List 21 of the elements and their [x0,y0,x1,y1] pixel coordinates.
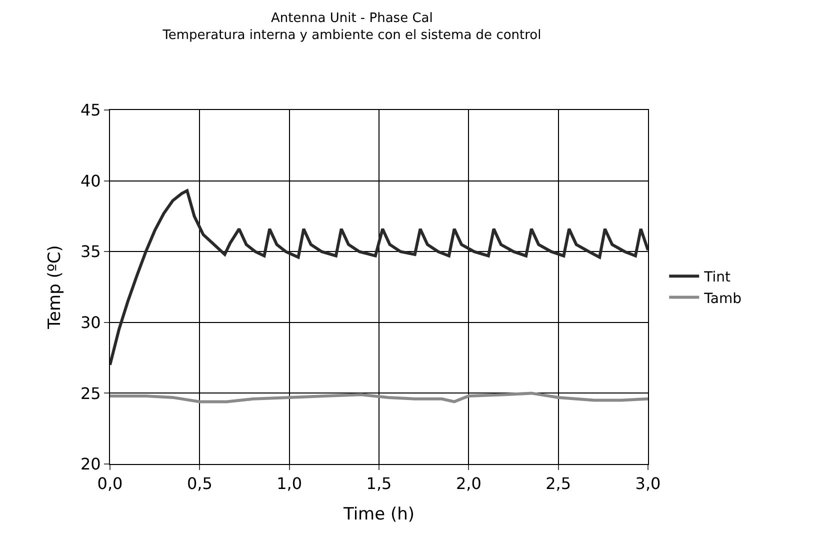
y-tick-label: 25 [80,384,101,403]
line-series [110,189,648,366]
x-tick-label: 3,0 [635,474,661,494]
x-tick-label: 2,0 [456,474,482,494]
y-tick-label: 35 [80,242,101,262]
x-axis-title: Time (h) [342,504,415,525]
chart-title: Antenna Unit - Phase Cal [271,11,433,26]
x-tick-label: 0,0 [97,474,123,494]
line-series [110,392,648,404]
y-tick-label: 45 [80,100,101,120]
x-tick-label: 2,5 [546,474,572,494]
x-tick-label: 1,0 [276,474,302,494]
x-tick-label: 1,5 [366,474,392,494]
y-tick-label: 40 [80,171,101,190]
chart-subtitle: Temperatura interna y ambiente con el sistema de control [162,28,542,44]
y-tick-label: 30 [80,313,101,332]
y-axis-title: Temp (ºC) [44,245,65,330]
y-tick-label: 20 [80,454,101,474]
legend-label: Tint [703,270,732,286]
x-tick-label: 0,5 [186,474,212,494]
legend-label: Tamb [703,290,742,307]
